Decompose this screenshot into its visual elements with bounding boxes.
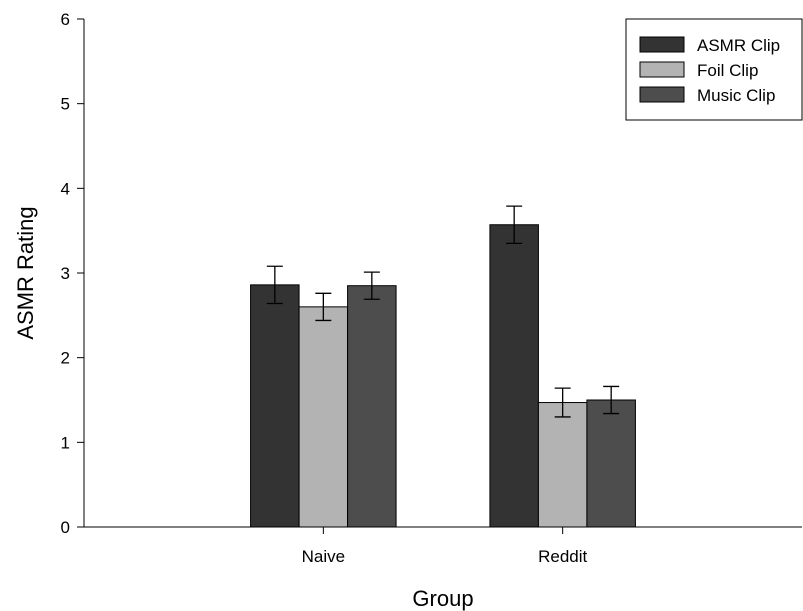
bar-naive-music-clip [347,285,397,528]
y-tick-label: 1 [61,433,70,452]
legend-swatch [639,36,685,53]
bar-naive-foil-clip [298,306,349,528]
bar-reddit-music-clip [586,399,636,528]
bar-reddit-foil-clip [537,402,588,528]
x-tick-label: Naive [302,547,345,566]
bar-reddit-asmr-clip [489,224,539,528]
legend-label: Foil Clip [697,61,758,80]
x-ticks-group: Naive Reddit [302,527,588,566]
x-tick-label: Reddit [538,547,587,566]
legend: ASMR Clip Foil Clip Music Clip [625,18,803,121]
bars-group [250,224,636,528]
y-tick-label: 5 [61,95,70,114]
y-tick-label: 4 [61,179,70,198]
y-tick-label: 3 [61,264,70,283]
y-axis-title: ASMR Rating [13,206,38,339]
y-tick-label: 2 [61,349,70,368]
y-tick-label: 0 [61,518,70,537]
error-bars-group [266,205,620,418]
y-tick-label: 6 [61,10,70,29]
legend-label: ASMR Clip [697,36,780,55]
legend-swatch [639,86,685,103]
legend-label: Music Clip [697,86,775,105]
bar-naive-asmr-clip [250,284,300,528]
legend-swatch [639,61,685,78]
y-ticks-group: 0 1 2 3 4 5 6 [61,10,84,537]
x-axis-title: Group [412,586,473,611]
